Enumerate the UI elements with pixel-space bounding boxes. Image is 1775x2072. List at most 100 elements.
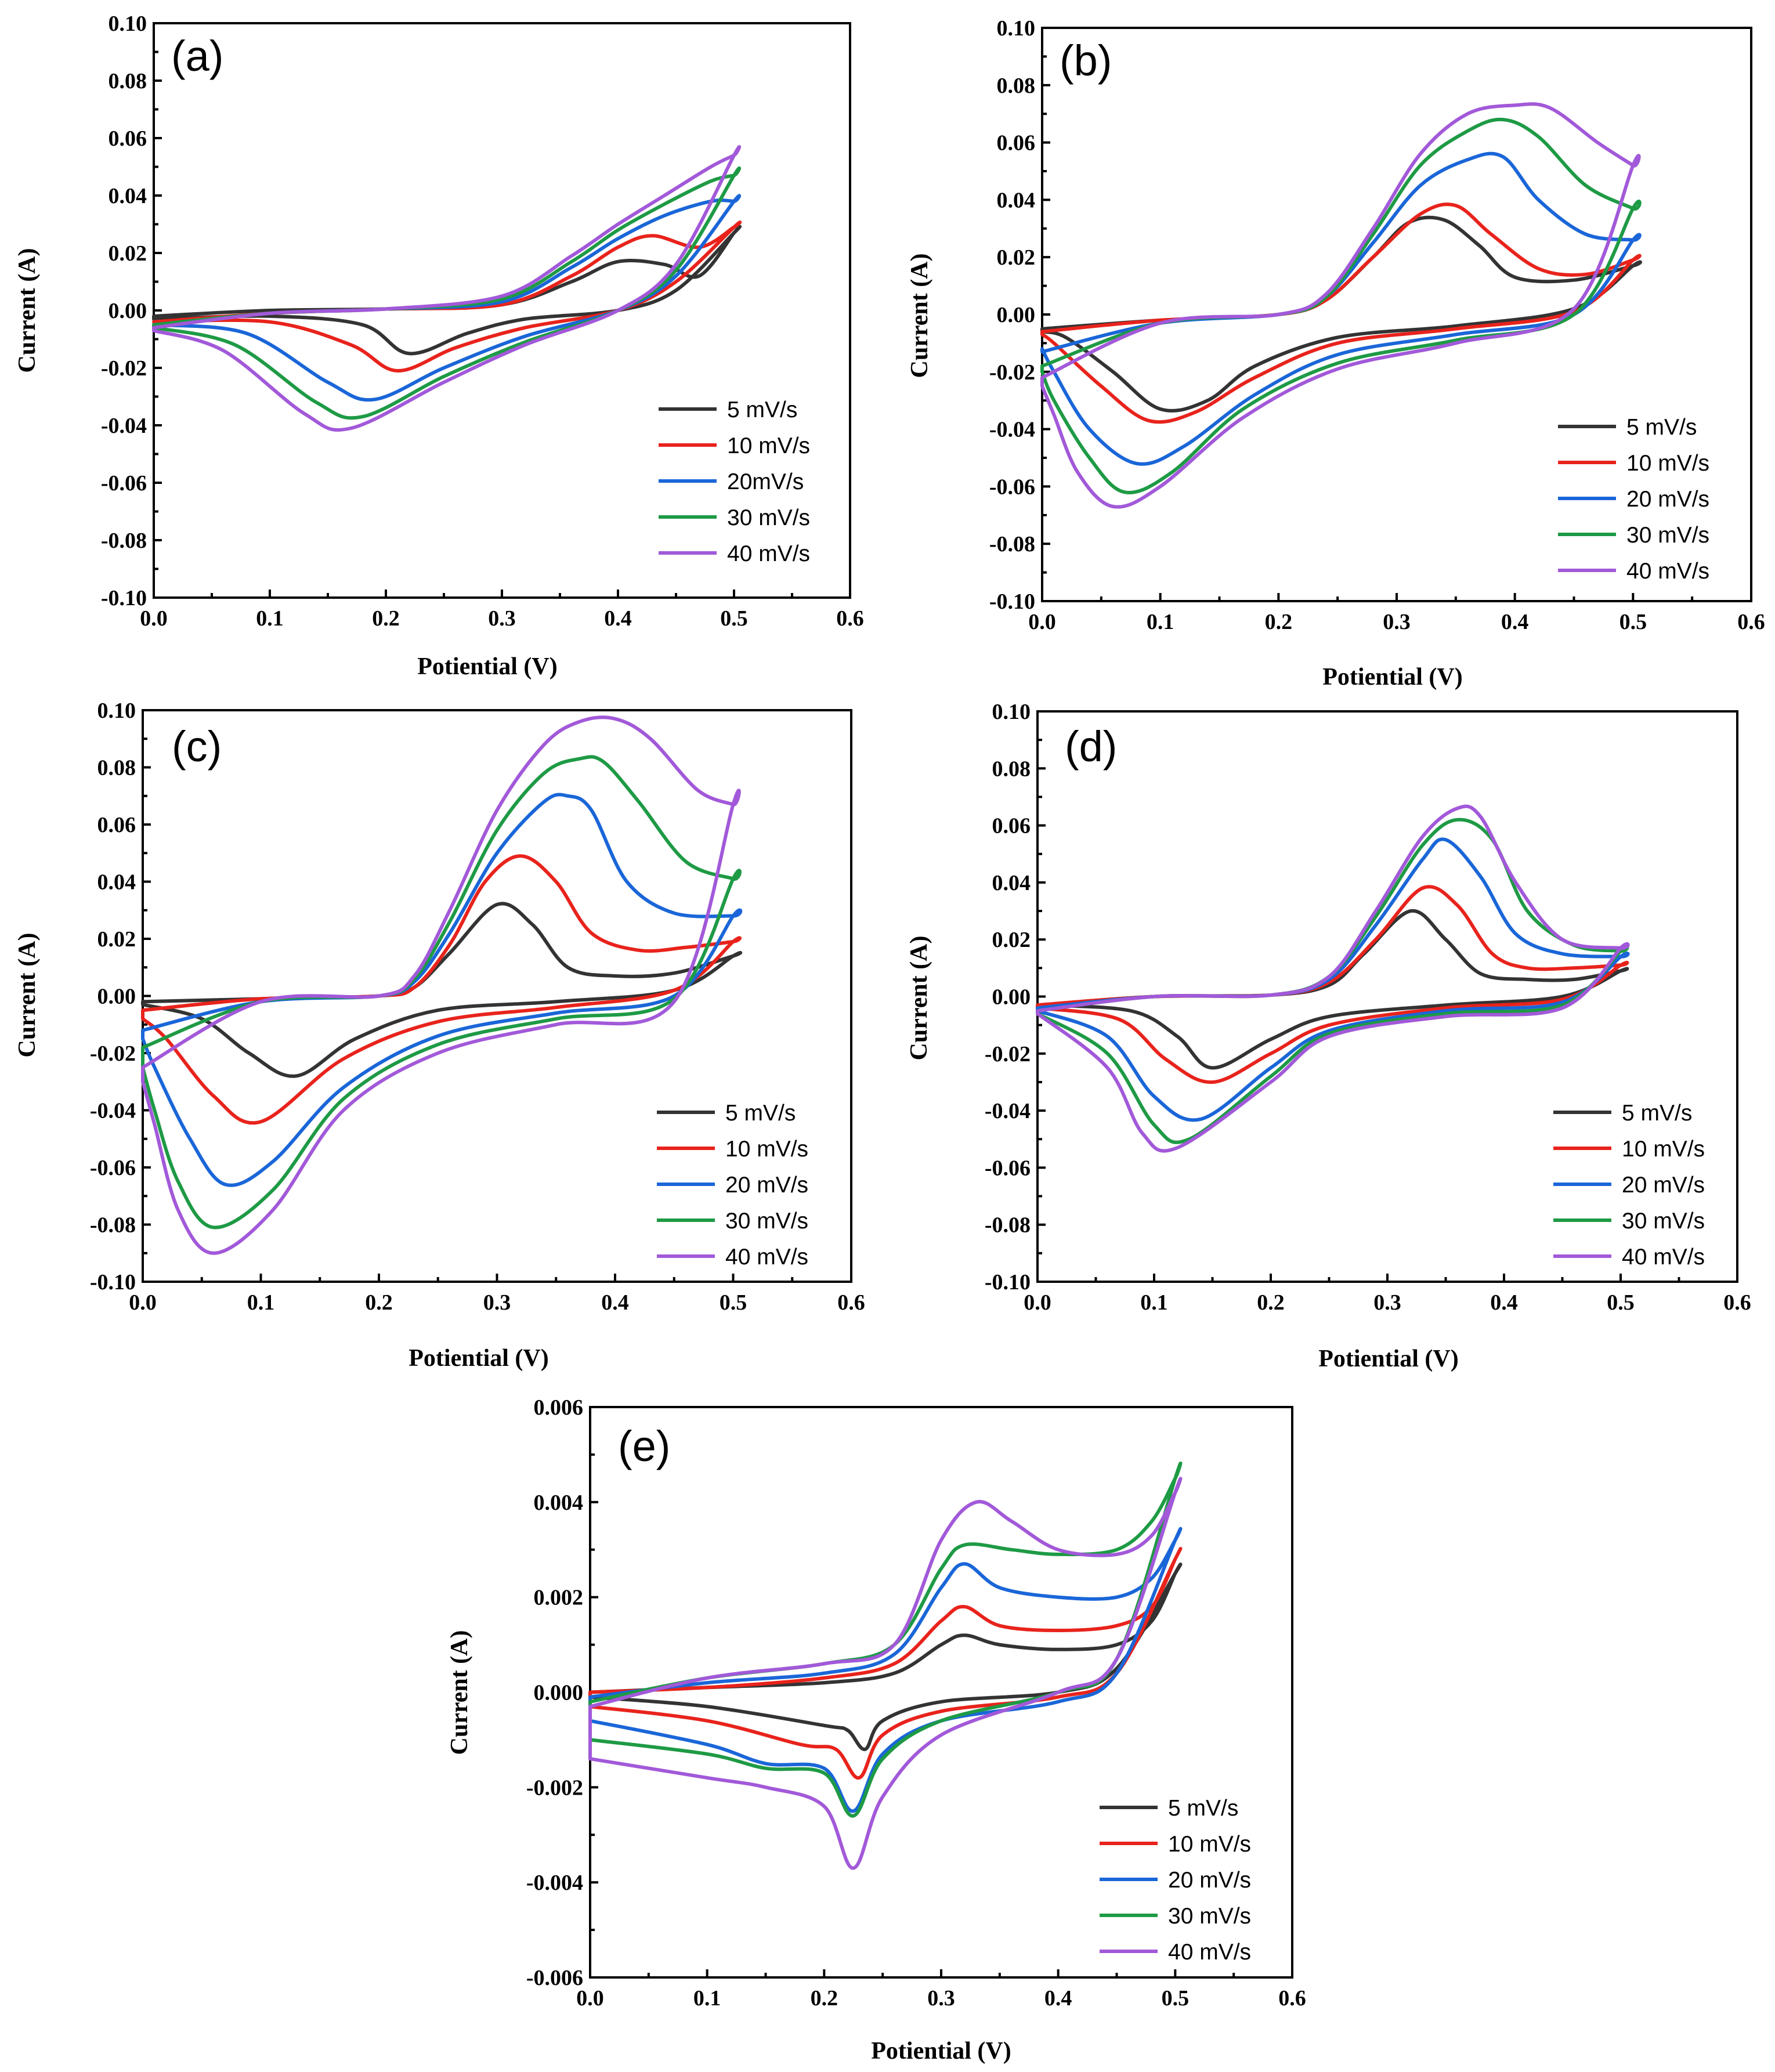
panel-label: (e) (618, 1422, 670, 1470)
axis-ticks: 0.0 0.1 0.2 0.3 0.4 0.5 0.6 -0.10 -0.08 -0.06 -0.0… (985, 700, 1751, 1315)
series-line (141, 793, 743, 1187)
series-line (1040, 203, 1642, 424)
y-tick-label: 0.00 (997, 303, 1036, 327)
x-tick-label: 0.4 (1501, 610, 1529, 634)
x-tick-label: 0.2 (365, 1290, 393, 1315)
legend-label: 40 mV/s (725, 1245, 808, 1270)
y-tick-label: 0.04 (109, 184, 147, 208)
x-axis-label: Potiential (V) (871, 2038, 1011, 2064)
panel-a: 0.0 0.1 0.2 0.3 0.4 0.5 0.6 -0.10 -0.08 -0.06 -0.0… (14, 12, 864, 680)
y-tick-label: 0.06 (109, 126, 147, 151)
x-tick-label: 0.6 (1278, 1986, 1306, 2010)
x-tick-label: 0.2 (1257, 1290, 1285, 1315)
x-tick-label: 0.3 (927, 1986, 955, 2010)
y-tick-label: -0.04 (989, 418, 1035, 442)
series-line (1036, 909, 1629, 1070)
x-tick-label: 0.4 (604, 606, 632, 631)
legend-label: 10 mV/s (725, 1137, 808, 1162)
x-tick-label: 0.3 (1383, 610, 1411, 634)
y-tick-label: 0.10 (992, 700, 1031, 724)
panel-label: (c) (172, 722, 222, 771)
series-line (588, 1477, 1183, 1870)
x-tick-label: 0.1 (1140, 1290, 1168, 1315)
y-tick-label: 0.08 (97, 756, 136, 780)
legend-label: 30 mV/s (1626, 523, 1709, 548)
y-tick-label: 0.04 (992, 871, 1031, 895)
x-axis-label: Potiential (V) (1318, 1346, 1458, 1372)
axis-ticks: 0.0 0.1 0.2 0.3 0.4 0.5 0.6 -0.10 -0.08 -0.06 -0.0… (989, 16, 1765, 634)
legend-label: 20 mV/s (725, 1173, 808, 1198)
y-tick-label: -0.06 (989, 475, 1035, 499)
x-tick-label: 0.6 (1723, 1290, 1751, 1315)
legend-label: 5 mV/s (1626, 415, 1697, 440)
legend-label: 40 mV/s (1168, 1940, 1251, 1965)
x-tick-label: 0.4 (601, 1290, 629, 1315)
x-tick-label: 0.6 (1737, 610, 1765, 634)
x-tick-label: 0.2 (1265, 610, 1293, 634)
y-tick-label: -0.08 (90, 1213, 136, 1238)
y-tick-label: 0.02 (997, 245, 1036, 270)
x-tick-label: 0.1 (1147, 610, 1174, 634)
x-tick-label: 0.5 (720, 1290, 747, 1315)
x-tick-label: 0.0 (1024, 1290, 1051, 1315)
legend-label: 10 mV/s (1622, 1137, 1705, 1162)
y-tick-label: 0.10 (109, 12, 147, 36)
series-line (1040, 215, 1643, 413)
x-axis-label: Potiential (V) (417, 653, 557, 680)
series-line (1040, 151, 1642, 466)
legend-label: 5 mV/s (1622, 1101, 1692, 1126)
y-tick-label: -0.02 (989, 360, 1035, 385)
axis-ticks: 0.0 0.1 0.2 0.3 0.4 0.5 0.6 -0.10 -0.08 -0.06 -0.0… (101, 12, 864, 631)
y-tick-label: 0.04 (97, 870, 136, 895)
y-tick-label: -0.10 (985, 1270, 1031, 1294)
y-tick-label: -0.10 (101, 586, 147, 610)
legend-label: 10 mV/s (727, 433, 810, 458)
x-axis-label: Potiential (V) (1322, 664, 1462, 690)
panel-c: 0.0 0.1 0.2 0.3 0.4 0.5 0.6 -0.10 -0.08 -0.06 -0.0… (14, 699, 865, 1372)
x-tick-label: 0.2 (372, 606, 400, 631)
series-line (152, 145, 741, 432)
y-tick-label: 0.00 (992, 985, 1031, 1010)
legend-label: 10 mV/s (1626, 451, 1709, 476)
panel-label: (a) (171, 32, 223, 80)
axis-ticks: 0.0 0.1 0.2 0.3 0.4 0.5 0.6 -0.10 -0.08 -0.06 -0.0… (90, 699, 865, 1315)
y-tick-label: 0.02 (97, 927, 136, 952)
panel-e: 0.0 0.1 0.2 0.3 0.4 0.5 0.6 -0.006 -0.004 -0.002 0… (446, 1395, 1306, 2064)
x-tick-label: 0.0 (1028, 610, 1056, 634)
x-tick-label: 0.5 (1619, 610, 1647, 634)
x-tick-label: 0.4 (1044, 1986, 1072, 2010)
y-tick-label: 0.004 (534, 1491, 584, 1515)
x-tick-label: 0.1 (693, 1986, 721, 2010)
series-line (141, 715, 741, 1255)
x-tick-label: 0.5 (720, 606, 748, 631)
y-tick-label: -0.02 (101, 356, 147, 381)
y-tick-label: 0.000 (534, 1681, 584, 1705)
axis-ticks: 0.0 0.1 0.2 0.3 0.4 0.5 0.6 -0.006 -0.004 -0.002 0… (526, 1395, 1306, 2010)
legend-label: 5 mV/s (1168, 1796, 1238, 1821)
panel-b: 0.0 0.1 0.2 0.3 0.4 0.5 0.6 -0.10 -0.08 -0.06 -0.0… (906, 16, 1765, 690)
series-line (588, 1461, 1183, 1818)
y-tick-label: -0.08 (985, 1213, 1031, 1238)
y-tick-label: 0.06 (97, 813, 136, 837)
x-tick-label: 0.6 (836, 606, 864, 631)
series-lines (152, 145, 742, 432)
y-tick-label: -0.06 (101, 471, 147, 496)
series-line (1040, 102, 1641, 509)
y-tick-label: -0.02 (985, 1042, 1031, 1066)
y-tick-label: -0.10 (989, 590, 1035, 614)
legend-label: 20mV/s (727, 469, 804, 494)
x-tick-label: 0.0 (576, 1986, 604, 2010)
y-tick-label: 0.08 (109, 69, 147, 93)
legend: 5 mV/s 10 mV/s 20 mV/s 30 mV/s 40 mV/s (1553, 1101, 1705, 1270)
legend-label: 30 mV/s (725, 1209, 808, 1234)
legend-label: 5 mV/s (727, 397, 797, 422)
y-tick-label: 0.006 (534, 1395, 584, 1420)
x-tick-label: 0.0 (129, 1290, 157, 1315)
y-tick-label: 0.002 (534, 1586, 584, 1610)
legend-label: 5 mV/s (725, 1101, 796, 1126)
legend-label: 30 mV/s (727, 505, 810, 530)
y-tick-label: 0.00 (109, 299, 147, 323)
series-line (588, 1562, 1183, 1751)
y-tick-label: -0.04 (90, 1099, 136, 1123)
